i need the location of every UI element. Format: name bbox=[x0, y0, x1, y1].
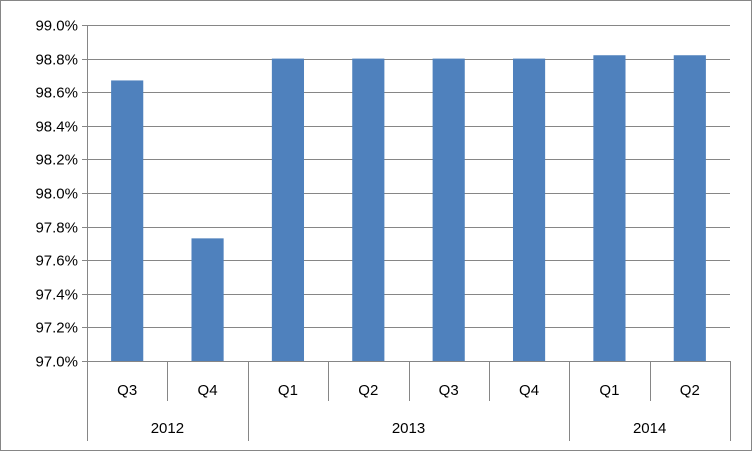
bar[interactable] bbox=[352, 58, 385, 361]
category-label: Q3 bbox=[117, 382, 137, 399]
category-label: Q2 bbox=[358, 382, 378, 399]
category-label: Q4 bbox=[198, 382, 218, 399]
y-tick-label: 98.0% bbox=[35, 186, 78, 203]
bar[interactable] bbox=[111, 80, 144, 361]
y-tick-label: 98.6% bbox=[35, 85, 78, 102]
bar[interactable] bbox=[593, 55, 626, 362]
y-tick-label: 97.2% bbox=[35, 320, 78, 337]
y-tick-label: 97.0% bbox=[35, 354, 78, 371]
y-tick-label: 97.6% bbox=[35, 253, 78, 270]
y-tick-label: 97.8% bbox=[35, 220, 78, 237]
bar[interactable] bbox=[512, 58, 546, 361]
y-tick-label: 98.8% bbox=[35, 52, 78, 69]
y-tick-label: 99.0% bbox=[35, 18, 78, 35]
group-label: 2013 bbox=[392, 420, 425, 437]
group-label: 2012 bbox=[151, 420, 184, 437]
category-label: Q1 bbox=[278, 382, 298, 399]
group-label: 2014 bbox=[633, 420, 666, 437]
category-label: Q3 bbox=[439, 382, 459, 399]
bar[interactable] bbox=[191, 238, 224, 361]
bar[interactable] bbox=[271, 58, 305, 361]
category-label: Q2 bbox=[680, 382, 700, 399]
category-label: Q4 bbox=[519, 382, 539, 399]
y-tick-label: 97.4% bbox=[35, 287, 78, 304]
bar[interactable] bbox=[432, 58, 465, 361]
category-label: Q1 bbox=[599, 382, 619, 399]
y-tick-label: 98.2% bbox=[35, 152, 78, 169]
y-tick-label: 98.4% bbox=[35, 119, 78, 136]
bar[interactable] bbox=[673, 55, 706, 362]
